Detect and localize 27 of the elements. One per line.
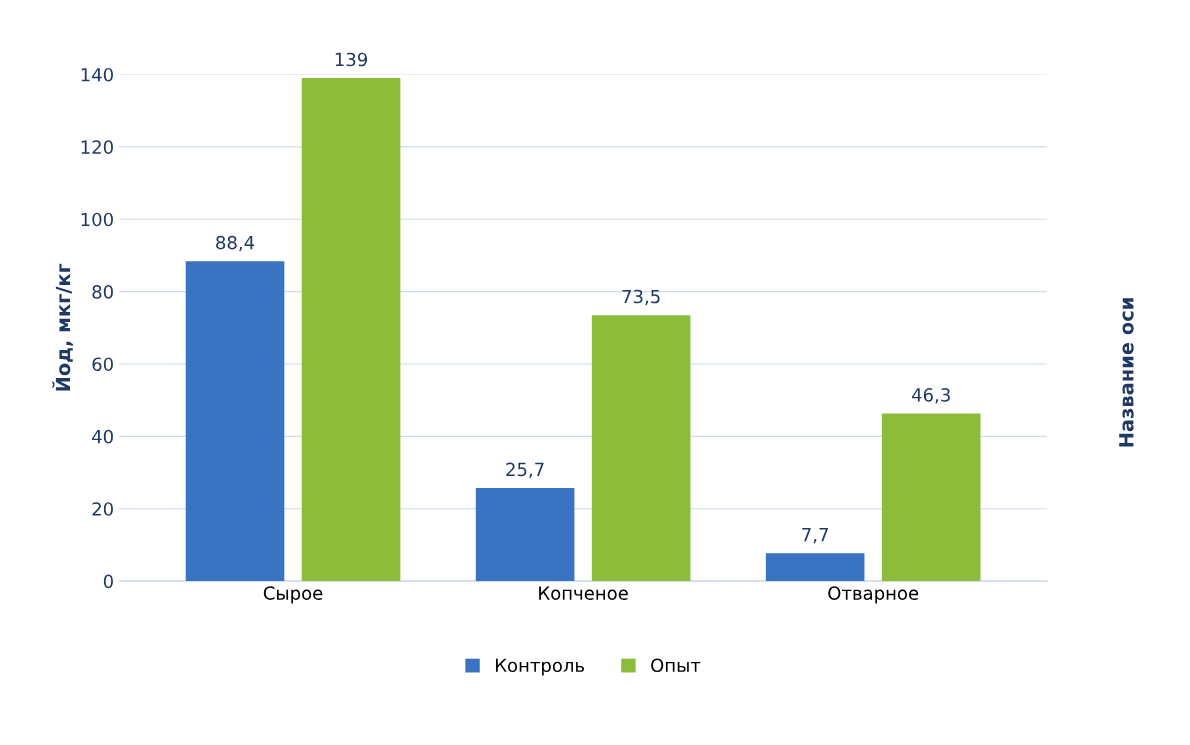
x-tick-label: Отварное bbox=[828, 586, 919, 604]
bar bbox=[591, 315, 691, 582]
y-tick-label: 80 bbox=[92, 285, 113, 299]
bar bbox=[185, 261, 285, 582]
y-tick-label: 100 bbox=[81, 212, 113, 227]
data-label: 25,7 bbox=[506, 462, 544, 479]
data-label: 7,7 bbox=[802, 527, 828, 544]
y-tick-label: 0 bbox=[103, 574, 113, 589]
bar bbox=[301, 78, 401, 582]
bar bbox=[881, 413, 981, 582]
legend-label: Контроль bbox=[495, 658, 585, 676]
y-tick-label: 20 bbox=[92, 502, 113, 516]
text: Название оси bbox=[1119, 298, 1134, 447]
y-tick-label: 40 bbox=[92, 429, 113, 444]
y-axis-title: Йод, мкг/кг bbox=[52, 263, 73, 391]
bar bbox=[765, 553, 865, 582]
bar bbox=[475, 488, 575, 582]
data-label: 88,4 bbox=[216, 235, 255, 252]
x-tick-label: Сырое bbox=[263, 586, 323, 604]
y-tick-label: 140 bbox=[81, 67, 113, 82]
y-tick-label: 120 bbox=[81, 140, 113, 154]
x-tick-label: Копченое bbox=[539, 586, 628, 600]
data-label: 73,5 bbox=[622, 289, 660, 306]
data-label: 46,3 bbox=[911, 388, 950, 404]
y-tick-label: 60 bbox=[92, 357, 113, 372]
data-label: 139 bbox=[335, 52, 368, 67]
legend-label: Опыт bbox=[651, 658, 701, 673]
